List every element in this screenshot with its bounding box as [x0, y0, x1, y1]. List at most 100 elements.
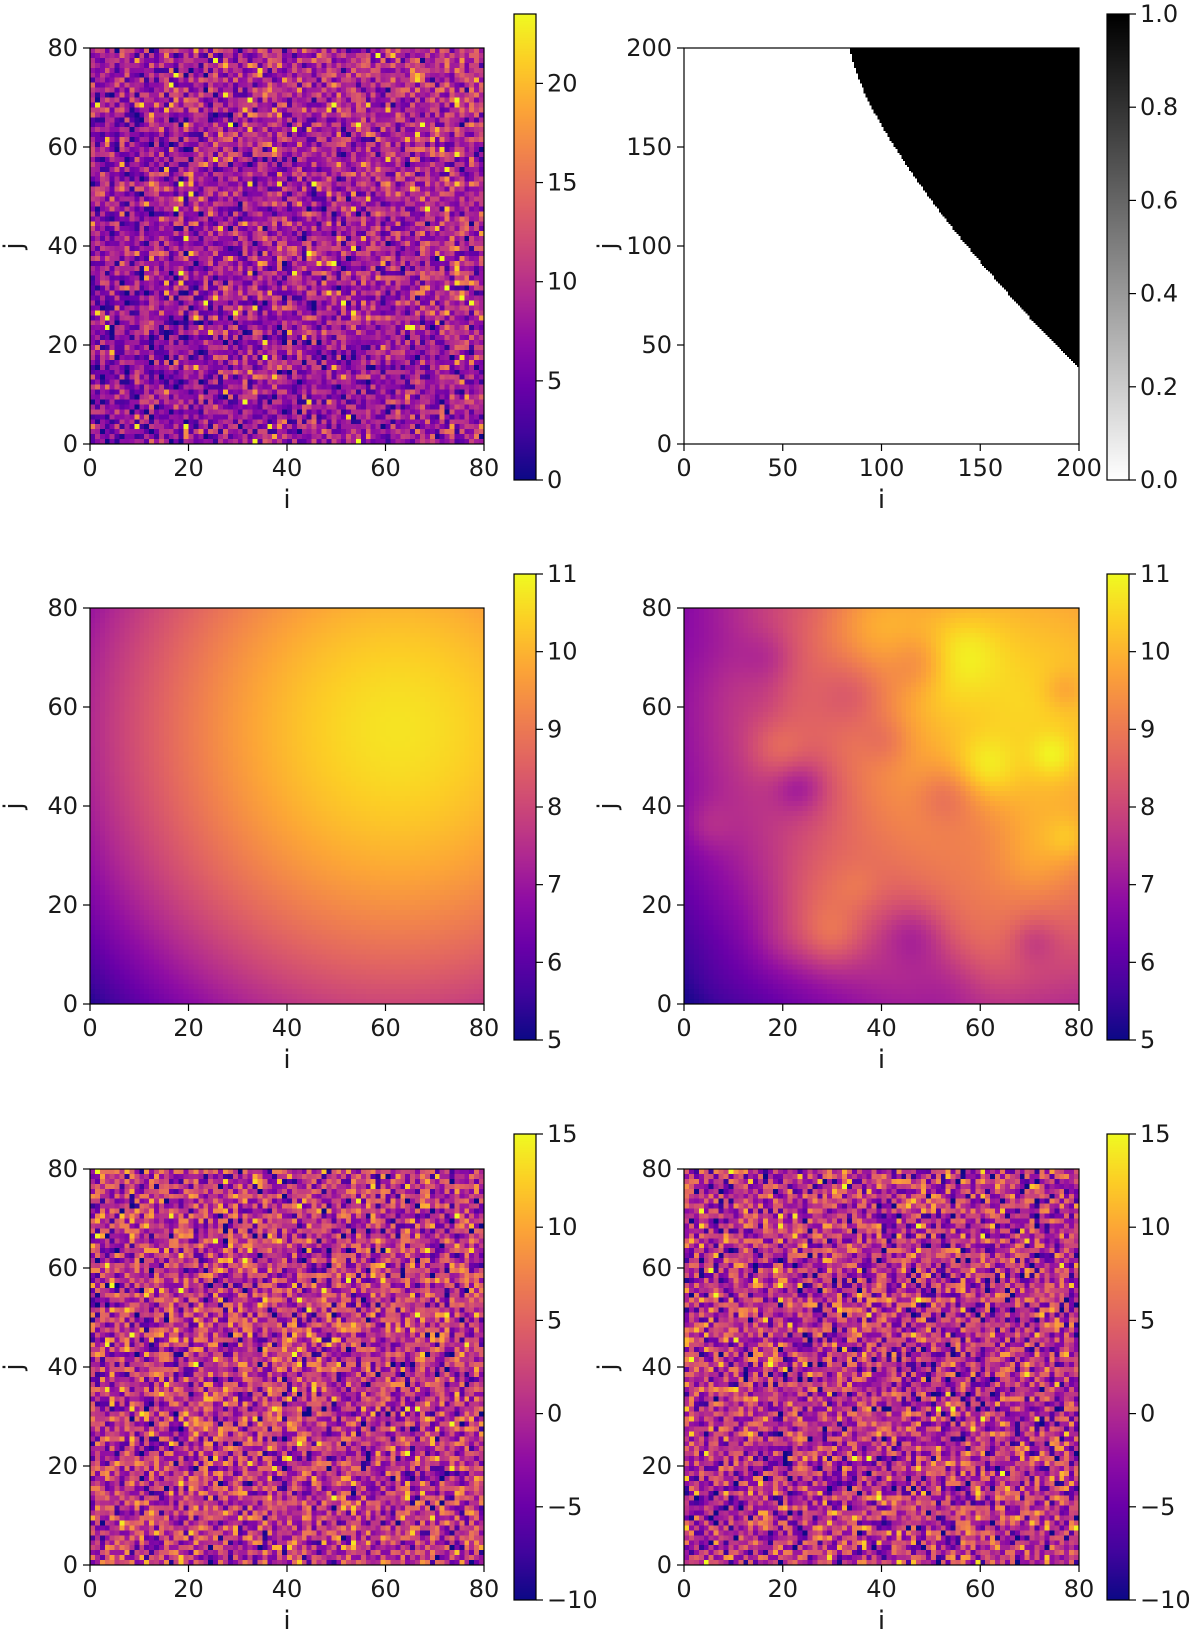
colorbar-tick-label: 10 [547, 638, 578, 666]
x-tick-label: 60 [370, 454, 401, 482]
colorbar: 5 6 7 8 9 10 11 [1106, 560, 1171, 1054]
colorbar-tick-label: 10 [1140, 1213, 1171, 1241]
colorbar-tick-label: −5 [547, 1493, 582, 1521]
y-tick-label: 0 [63, 990, 78, 1018]
x-axis-label: i [283, 1045, 290, 1075]
colorbar-gradient [514, 574, 536, 1040]
y-axis-label: j [593, 1363, 623, 1371]
colorbar-tick-label: 5 [547, 1026, 562, 1054]
x-axis-label: i [878, 485, 885, 515]
x-axis-label: i [878, 1606, 885, 1636]
y-tick-label: 40 [47, 232, 78, 260]
x-tick-label: 40 [272, 454, 303, 482]
y-tick-label: 20 [641, 891, 672, 919]
y-tick-label: 0 [657, 1551, 672, 1579]
y-tick-label: 20 [47, 1452, 78, 1480]
colorbar-tick-label: −10 [1140, 1586, 1191, 1614]
colorbar-tick-label: 0.0 [1140, 466, 1178, 494]
colorbar-tick-label: 0.8 [1140, 93, 1178, 121]
y-tick-label: 60 [641, 1254, 672, 1282]
y-tick-label: 80 [641, 1155, 672, 1183]
colorbar-tick-label: 0.6 [1140, 186, 1178, 214]
x-tick-label: 60 [965, 1014, 996, 1042]
colorbar-tick-label: 15 [547, 1120, 578, 1148]
x-tick-label: 80 [469, 1014, 500, 1042]
colorbar-tick-label: 7 [547, 871, 562, 899]
colorbar-tick-label: 7 [1140, 871, 1155, 899]
y-tick-label: 0 [657, 430, 672, 458]
colorbar-tick-label: 10 [1140, 638, 1171, 666]
y-tick-label: 40 [47, 792, 78, 820]
x-tick-label: 150 [957, 454, 1003, 482]
x-tick-label: 20 [173, 1014, 204, 1042]
colorbar-tick-label: 9 [1140, 715, 1155, 743]
heatmap-cells [684, 48, 1079, 444]
y-tick-label: 50 [641, 331, 672, 359]
x-tick-label: 50 [767, 454, 798, 482]
colorbar-tick-label: 5 [547, 1306, 562, 1334]
y-tick-label: 60 [641, 693, 672, 721]
x-tick-label: 20 [767, 1575, 798, 1603]
colorbar-tick-label: −10 [547, 1586, 598, 1614]
x-tick-label: 40 [866, 1014, 897, 1042]
y-tick-label: 20 [641, 1452, 672, 1480]
y-tick-label: 0 [657, 990, 672, 1018]
colorbar-tick-label: 0 [547, 466, 562, 494]
x-tick-label: 80 [1064, 1575, 1095, 1603]
colorbar-gradient [1107, 14, 1129, 480]
y-tick-label: 20 [47, 891, 78, 919]
colorbar-tick-label: 0 [547, 1400, 562, 1428]
heatmap-cells [90, 608, 484, 1004]
colorbar: 0.0 0.2 0.4 0.6 0.8 1.0 [1106, 0, 1178, 494]
y-tick-label: 100 [626, 232, 672, 260]
x-tick-label: 20 [173, 454, 204, 482]
colorbar-tick-label: 10 [547, 1213, 578, 1241]
colorbar: −10 −5 0 5 10 15 [513, 1120, 598, 1614]
y-tick-label: 80 [47, 1155, 78, 1183]
y-tick-label: 60 [47, 693, 78, 721]
heatmap-cells [90, 1169, 484, 1565]
heatmap-cells [684, 1169, 1079, 1565]
x-tick-label: 0 [676, 1575, 691, 1603]
colorbar-gradient [514, 1134, 536, 1600]
heatmap-cells [90, 48, 484, 444]
x-tick-label: 80 [1064, 1014, 1095, 1042]
y-tick-label: 40 [641, 1353, 672, 1381]
colorbar-tick-label: 5 [1140, 1026, 1155, 1054]
x-axis-label: i [878, 1045, 885, 1075]
colorbar-frame [513, 1133, 537, 1601]
x-tick-label: 200 [1056, 454, 1102, 482]
colorbar-tick-label: 15 [547, 169, 578, 197]
y-tick-label: 80 [47, 594, 78, 622]
colorbar: 5 6 7 8 9 10 11 [513, 560, 578, 1054]
colorbar-tick-label: 0.2 [1140, 373, 1178, 401]
y-tick-label: 40 [641, 792, 672, 820]
colorbar: 0 5 10 15 20 [513, 13, 578, 494]
panel-top-left: 0 20 40 60 80 0 20 40 60 80 i j 0 5 10 15 20 [0, 13, 578, 515]
x-tick-label: 20 [173, 1575, 204, 1603]
x-axis-label: i [283, 485, 290, 515]
y-axis-label: j [0, 1363, 29, 1371]
panel-bottom-right: 0 20 40 60 80 0 20 40 60 80 i j −10 −5 0 5 10 15 [593, 1120, 1191, 1636]
colorbar-tick-label: 9 [547, 715, 562, 743]
y-tick-label: 150 [626, 133, 672, 161]
colorbar: −10 −5 0 5 10 15 [1106, 1120, 1191, 1614]
colorbar-tick-label: 20 [547, 69, 578, 97]
colorbar-gradient [1107, 1134, 1129, 1600]
colorbar-tick-label: 11 [1140, 560, 1171, 588]
y-axis-label: j [593, 802, 623, 810]
x-tick-label: 60 [370, 1575, 401, 1603]
x-tick-label: 0 [82, 1575, 97, 1603]
colorbar-tick-label: 5 [547, 367, 562, 395]
panel-middle-left: 0 20 40 60 80 0 20 40 60 80 i j 5 6 7 8 9 10 11 [0, 560, 578, 1075]
x-tick-label: 40 [272, 1014, 303, 1042]
colorbar-tick-label: 0.4 [1140, 280, 1178, 308]
y-tick-label: 20 [47, 331, 78, 359]
y-tick-label: 80 [47, 34, 78, 62]
x-tick-label: 0 [676, 1014, 691, 1042]
colorbar-tick-label: 1.0 [1140, 0, 1178, 28]
panel-middle-right: 0 20 40 60 80 0 20 40 60 80 i j 5 6 7 8 9 10 11 [593, 560, 1171, 1075]
panel-top-right: 0 50 100 150 200050100150200ij0.00.20.40.60.… [593, 0, 1178, 515]
